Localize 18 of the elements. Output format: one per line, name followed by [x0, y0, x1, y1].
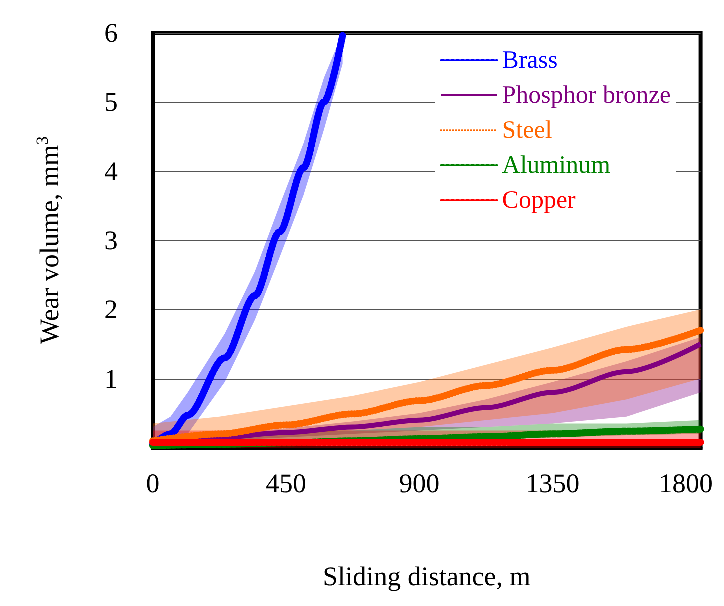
y-tick-label: 3 [104, 226, 118, 256]
x-tick-label: 1800 [659, 468, 713, 498]
x-tick-label: 1350 [526, 468, 580, 498]
legend-label: Aluminum [502, 152, 612, 179]
x-tick-label: 450 [266, 468, 306, 498]
y-tick-label: 4 [104, 156, 118, 186]
y-tick-label: 1 [104, 364, 118, 394]
x-axis-title: Sliding distance, m [323, 562, 531, 592]
x-tick-label: 0 [146, 468, 160, 498]
legend-label: Copper [502, 187, 577, 214]
y-axis-title: Wear volume, mm3 [33, 136, 64, 345]
legend-label: Phosphor bronze [502, 82, 672, 109]
x-tick-label: 900 [399, 468, 440, 498]
y-tick-label: 6 [104, 18, 118, 48]
y-tick-label: 2 [104, 294, 118, 325]
legend-label: Steel [502, 117, 552, 144]
legend-label: Brass [502, 47, 558, 74]
y-tick-label: 5 [104, 87, 118, 118]
